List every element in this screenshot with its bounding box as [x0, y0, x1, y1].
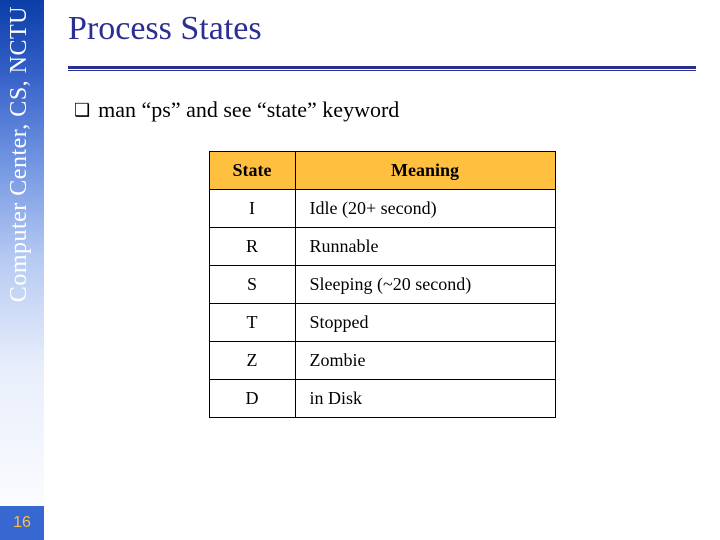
cell-meaning: Sleeping (~20 second) — [295, 266, 555, 304]
cell-state: Z — [209, 342, 295, 380]
cell-state: I — [209, 190, 295, 228]
cell-state: D — [209, 380, 295, 418]
sidebar-strip: Computer Center, CS, NCTU 16 — [0, 0, 44, 540]
cell-meaning: Runnable — [295, 228, 555, 266]
bullet-line: ❑ man “ps” and see “state” keyword — [74, 97, 696, 123]
table-row: R Runnable — [209, 228, 555, 266]
cell-meaning: in Disk — [295, 380, 555, 418]
table-row: T Stopped — [209, 304, 555, 342]
cell-state: R — [209, 228, 295, 266]
title-divider-thick — [68, 66, 696, 69]
bullet-text: man “ps” and see “state” keyword — [98, 97, 399, 122]
bullet-icon: ❑ — [74, 100, 90, 120]
col-header-meaning: Meaning — [295, 152, 555, 190]
table-header-row: State Meaning — [209, 152, 555, 190]
slide-content: Process States ❑ man “ps” and see “state”… — [44, 0, 720, 540]
cell-meaning: Stopped — [295, 304, 555, 342]
page-number: 16 — [0, 506, 44, 540]
slide-title: Process States — [68, 10, 696, 48]
cell-state: T — [209, 304, 295, 342]
col-header-state: State — [209, 152, 295, 190]
table-row: Z Zombie — [209, 342, 555, 380]
table-row: S Sleeping (~20 second) — [209, 266, 555, 304]
title-divider-thin — [68, 70, 696, 71]
table-row: I Idle (20+ second) — [209, 190, 555, 228]
sidebar-label: Computer Center, CS, NCTU — [6, 6, 38, 302]
table-row: D in Disk — [209, 380, 555, 418]
cell-meaning: Idle (20+ second) — [295, 190, 555, 228]
states-table: State Meaning I Idle (20+ second) R Runn… — [209, 151, 556, 418]
cell-meaning: Zombie — [295, 342, 555, 380]
cell-state: S — [209, 266, 295, 304]
states-table-wrap: State Meaning I Idle (20+ second) R Runn… — [68, 151, 696, 418]
